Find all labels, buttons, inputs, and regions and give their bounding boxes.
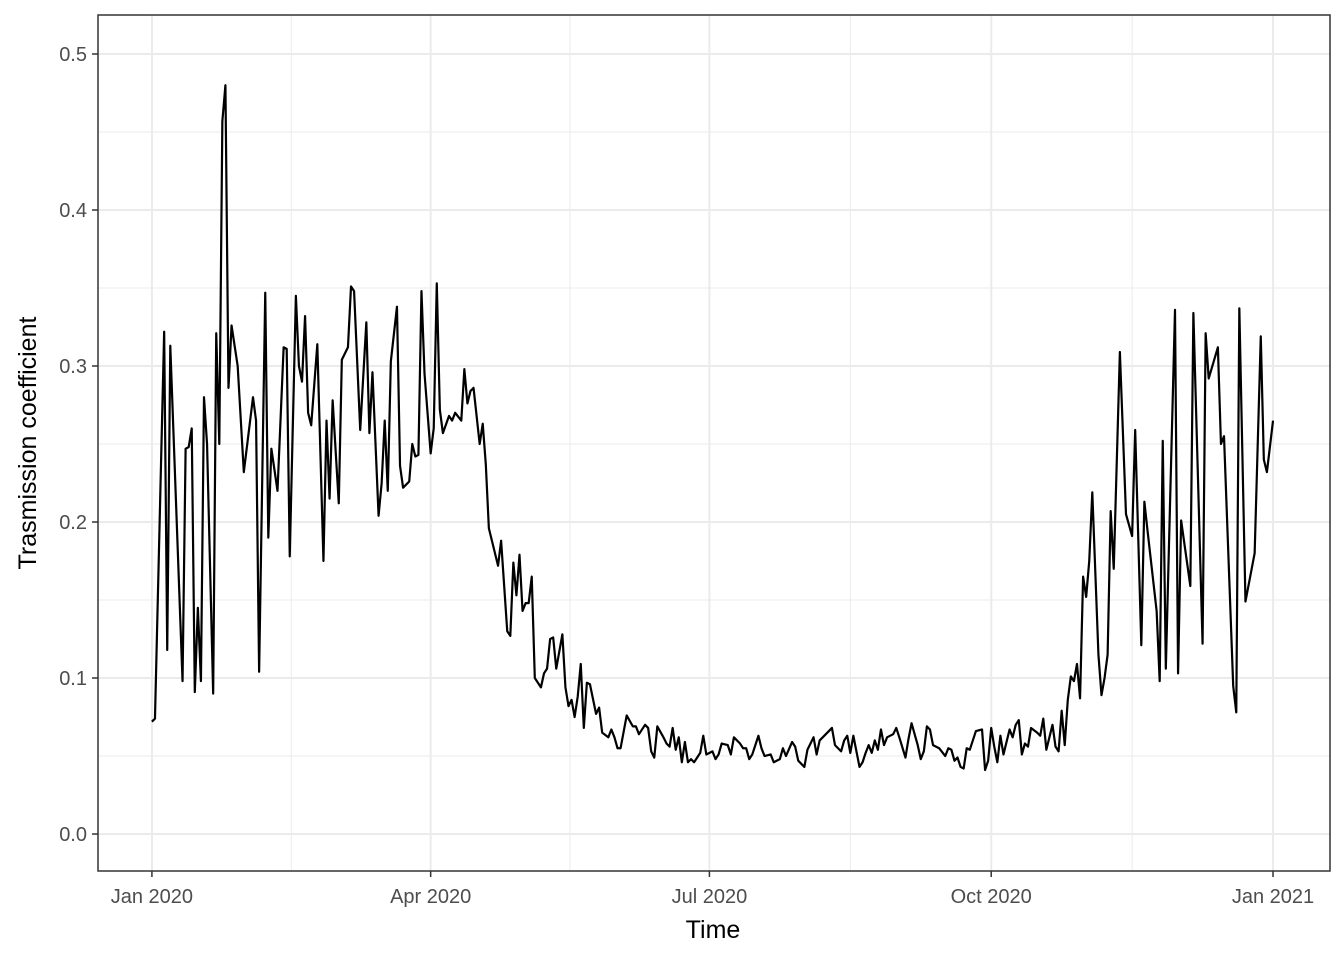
x-axis-title: Time <box>686 916 741 944</box>
y-tick-label: 0.4 <box>59 200 87 222</box>
y-axis-title: Trasmission coefficient <box>14 317 42 570</box>
y-tick-label: 0.2 <box>59 512 87 534</box>
line <box>151 84 1275 772</box>
y-tick-label: 0.0 <box>59 824 87 846</box>
x-tick-label: Jul 2020 <box>672 886 748 908</box>
y-tick-label: 0.5 <box>59 44 87 66</box>
x-tick-label: Jan 2020 <box>111 886 193 908</box>
y-tick-label: 0.1 <box>59 668 87 690</box>
panel-border <box>97 14 1331 872</box>
x-tick-label: Oct 2020 <box>951 886 1032 908</box>
panel <box>98 15 1330 871</box>
x-tick-label: Jan 2021 <box>1232 886 1314 908</box>
x-tick-label: Apr 2020 <box>390 886 471 908</box>
y-tick-label: 0.3 <box>59 356 87 378</box>
